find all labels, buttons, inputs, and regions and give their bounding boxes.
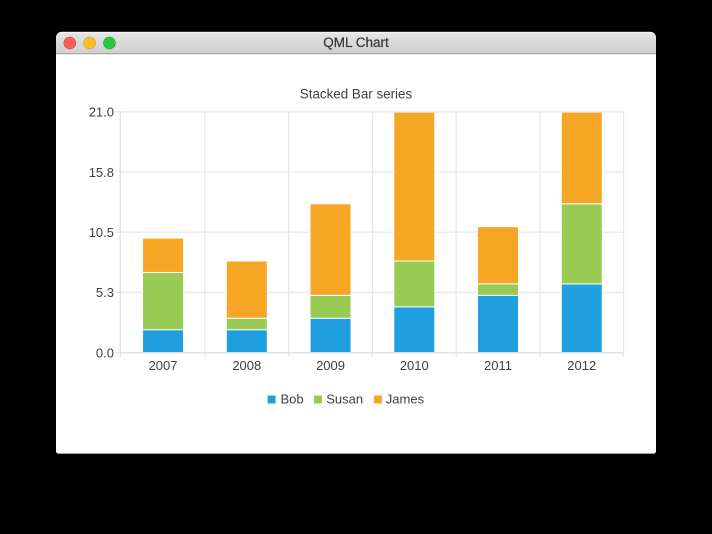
svg-text:2009: 2009 [316, 358, 345, 373]
svg-text:James: James [386, 392, 425, 407]
svg-text:2012: 2012 [567, 358, 596, 373]
svg-text:2011: 2011 [484, 358, 512, 373]
svg-text:5.3: 5.3 [96, 285, 114, 300]
svg-text:2007: 2007 [149, 358, 178, 373]
svg-text:Susan: Susan [326, 392, 363, 407]
svg-text:2008: 2008 [232, 358, 261, 373]
svg-text:10.5: 10.5 [89, 225, 114, 240]
svg-text:Bob: Bob [281, 392, 304, 407]
svg-text:15.8: 15.8 [89, 165, 114, 180]
svg-text:QML Chart: QML Chart [323, 35, 389, 50]
svg-text:2010: 2010 [400, 358, 429, 373]
svg-text:21.0: 21.0 [89, 105, 114, 120]
svg-text:0.0: 0.0 [96, 345, 114, 360]
svg-text:Stacked Bar series: Stacked Bar series [300, 87, 413, 102]
